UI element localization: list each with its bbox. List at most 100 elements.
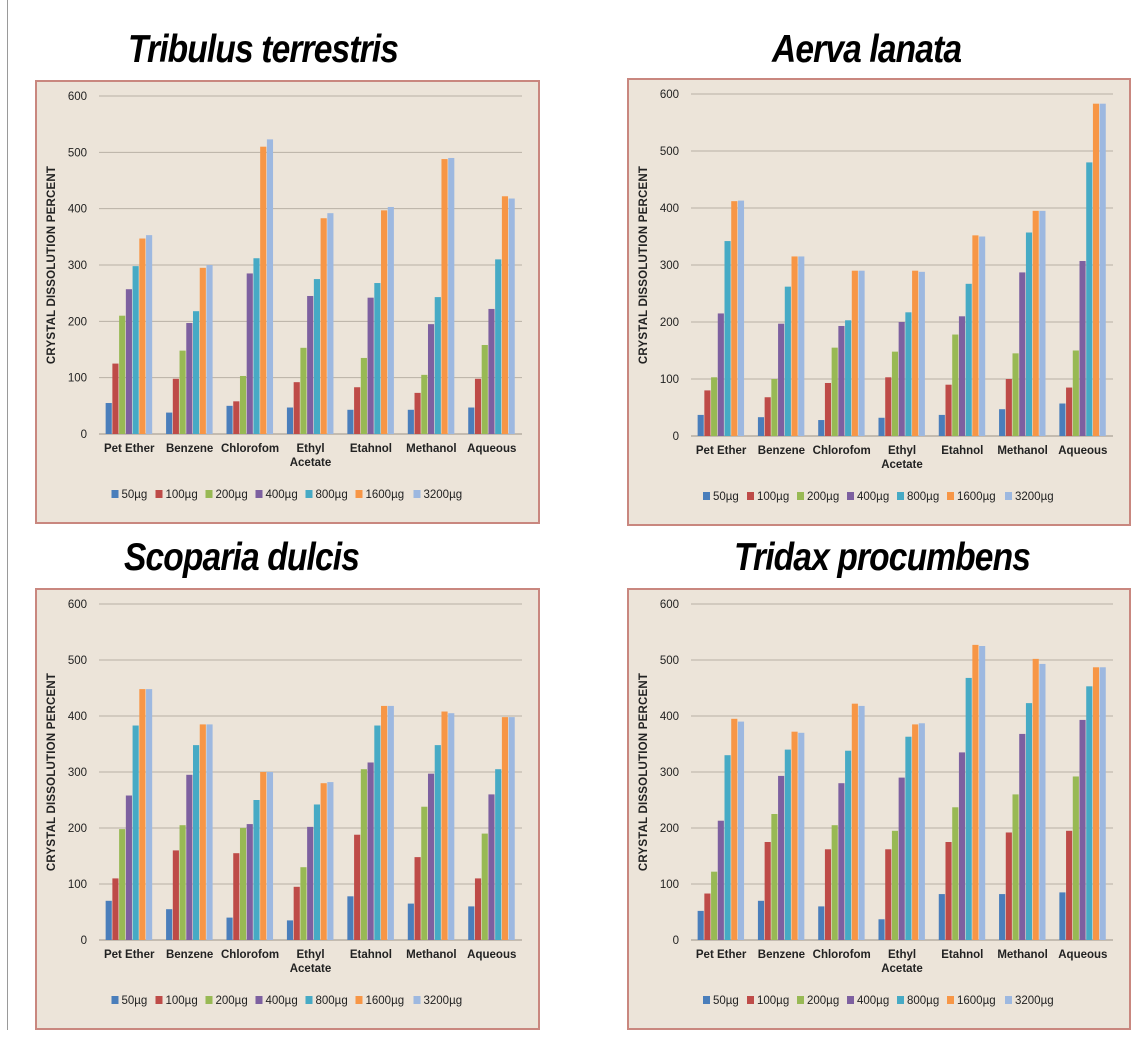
bar bbox=[918, 271, 925, 436]
legend-swatch bbox=[703, 492, 710, 500]
bar bbox=[488, 308, 495, 434]
chart-panel-tribulus: 0 100 200 300 400 500 600 CRYSTAL DISSOLUTION P… bbox=[35, 80, 540, 524]
bar bbox=[105, 900, 112, 940]
chart-title-tridax: Tridax procumbens bbox=[734, 536, 1031, 579]
bar bbox=[495, 259, 502, 434]
bar bbox=[266, 139, 274, 434]
y-axis-label: CRYSTAL DISSOLUTION PERCENT bbox=[638, 673, 650, 871]
bar bbox=[878, 417, 885, 436]
legend-swatch bbox=[155, 996, 163, 1004]
bar bbox=[239, 375, 247, 434]
bar bbox=[193, 745, 200, 940]
bar bbox=[427, 324, 435, 434]
bar bbox=[945, 842, 952, 940]
bar bbox=[166, 909, 173, 940]
y-axis-label: CRYSTAL DISSOLUTION PERCENT bbox=[638, 166, 650, 364]
bar bbox=[508, 198, 515, 434]
bar bbox=[233, 401, 240, 434]
bar bbox=[367, 762, 374, 940]
bar bbox=[387, 206, 394, 434]
bar bbox=[831, 347, 838, 436]
bar-chart-tribulus: 0 100 200 300 400 500 600 CRYSTAL DISSOLUTION P… bbox=[46, 91, 522, 501]
bar bbox=[845, 320, 852, 436]
bar bbox=[293, 382, 300, 434]
legend-label: 800µg bbox=[907, 995, 939, 1007]
bar bbox=[1005, 832, 1012, 940]
y-tick-label: 500 bbox=[68, 147, 87, 159]
bar bbox=[253, 258, 260, 434]
legend-swatch bbox=[797, 996, 804, 1004]
legend-swatch bbox=[111, 490, 119, 498]
chart-panel-aerva: 0 100 200 300 400 500 600 CRYSTAL DISSOLUTION P… bbox=[627, 78, 1131, 526]
x-tick-label: Pet Ether bbox=[696, 949, 747, 961]
chart-panel-tridax: 0 100 200 300 400 500 600 CRYSTAL DISSOLUTION P… bbox=[627, 588, 1131, 1030]
bar bbox=[146, 235, 153, 434]
y-tick-label: 500 bbox=[660, 146, 679, 158]
legend-label: 50µg bbox=[713, 491, 739, 503]
legend-swatch bbox=[847, 492, 854, 500]
bar bbox=[784, 286, 791, 436]
bar bbox=[778, 323, 785, 436]
legend-swatch bbox=[747, 996, 754, 1004]
bar bbox=[320, 218, 327, 434]
x-tick-label: Methanol bbox=[997, 949, 1047, 961]
bar bbox=[206, 724, 213, 940]
legend-label: 100µg bbox=[757, 995, 789, 1007]
x-tick-label: Pet Ether bbox=[104, 949, 155, 961]
legend-swatch bbox=[703, 996, 710, 1004]
y-tick-label: 600 bbox=[68, 599, 87, 611]
bar bbox=[1079, 719, 1086, 940]
x-tick-label: Ethyl Acetate bbox=[290, 443, 332, 469]
y-tick-label: 400 bbox=[68, 711, 87, 723]
bar bbox=[414, 857, 421, 940]
bar bbox=[139, 689, 146, 940]
legend-swatch bbox=[413, 996, 421, 1004]
bar bbox=[952, 334, 959, 436]
bar bbox=[119, 829, 126, 940]
x-tick-label: Etahnol bbox=[350, 949, 392, 961]
bar bbox=[481, 833, 488, 940]
y-tick-label: 300 bbox=[68, 260, 87, 272]
legend-label: 50µg bbox=[713, 995, 739, 1007]
bar bbox=[320, 783, 327, 940]
y-tick-label: 300 bbox=[660, 260, 679, 272]
bar bbox=[313, 804, 320, 940]
bar bbox=[737, 200, 745, 436]
bar bbox=[764, 842, 771, 940]
bar bbox=[307, 826, 314, 940]
bar bbox=[918, 723, 925, 940]
y-tick-label: 0 bbox=[81, 935, 87, 947]
bar bbox=[845, 750, 852, 940]
bar bbox=[851, 703, 858, 940]
bar bbox=[999, 409, 1006, 436]
legend-swatch bbox=[1005, 492, 1012, 500]
y-tick-label: 600 bbox=[68, 91, 87, 103]
bar bbox=[891, 351, 899, 436]
legend-swatch bbox=[205, 996, 213, 1004]
y-tick-label: 0 bbox=[81, 429, 87, 441]
bar bbox=[1086, 686, 1093, 940]
bar bbox=[421, 374, 428, 434]
legend-label: 800µg bbox=[316, 489, 348, 501]
y-axis-label: CRYSTAL DISSOLUTION PERCENT bbox=[46, 166, 58, 364]
legend-swatch bbox=[947, 996, 954, 1004]
bar bbox=[354, 387, 361, 434]
x-tick-label: Chlorofom bbox=[221, 949, 279, 961]
bar bbox=[1059, 892, 1066, 940]
bar bbox=[905, 736, 912, 940]
bar bbox=[1066, 830, 1073, 940]
bar bbox=[1005, 379, 1012, 436]
bar bbox=[798, 732, 805, 940]
y-tick-label: 200 bbox=[660, 823, 679, 835]
legend-swatch bbox=[413, 490, 421, 498]
bar bbox=[1025, 703, 1033, 940]
bar bbox=[193, 311, 200, 434]
bar bbox=[253, 800, 260, 940]
x-tick-label: Ethyl Acetate bbox=[881, 445, 923, 471]
bar bbox=[1079, 261, 1086, 436]
bar bbox=[1039, 663, 1046, 940]
bar bbox=[972, 235, 979, 436]
bar bbox=[1012, 353, 1019, 436]
bar bbox=[824, 382, 832, 436]
bar bbox=[1072, 776, 1079, 940]
